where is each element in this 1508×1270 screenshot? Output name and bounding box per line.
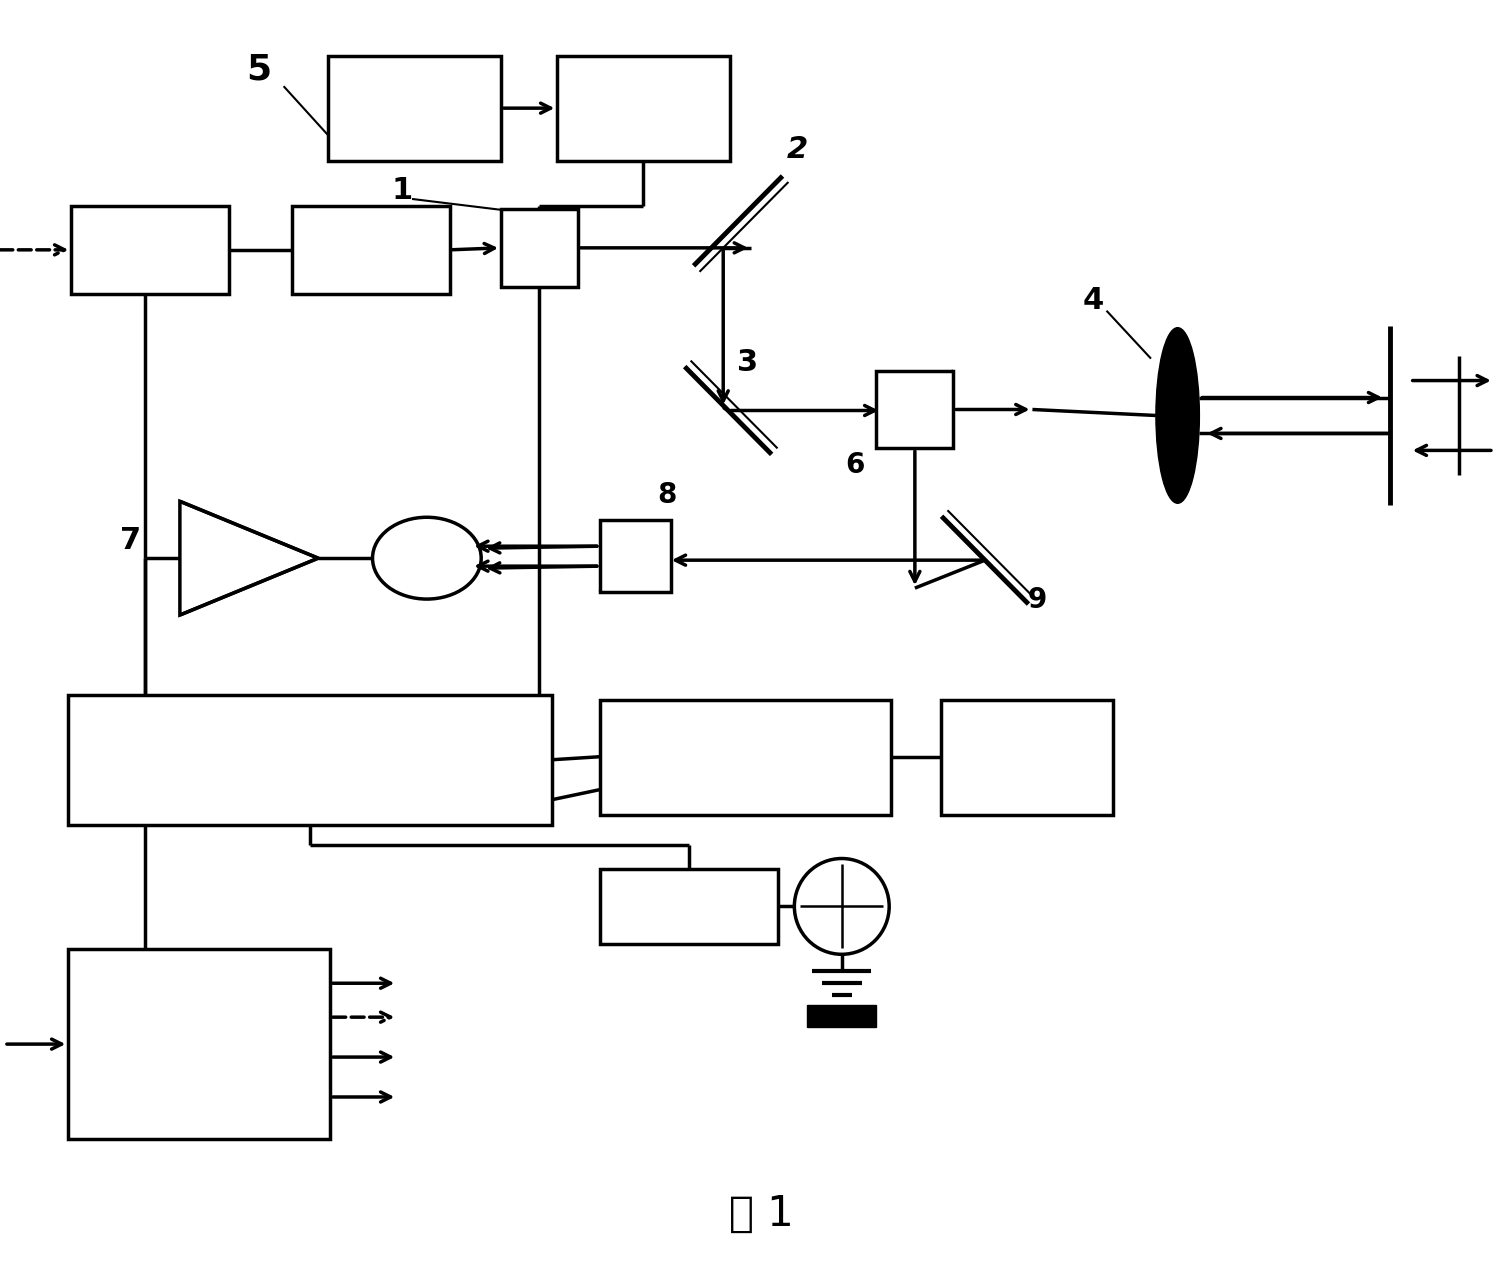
Bar [291,206,449,293]
Text: 8: 8 [657,481,677,509]
Bar [501,210,578,287]
Bar [68,949,330,1139]
Bar [329,56,501,161]
Text: 2: 2 [787,135,808,164]
Text: 5: 5 [246,52,271,86]
Bar [600,870,778,945]
Text: 3: 3 [737,348,759,377]
Bar [807,1005,876,1027]
Text: 1: 1 [392,177,413,206]
Text: 7: 7 [121,526,142,555]
Text: 9: 9 [1028,585,1047,615]
Bar [68,695,552,824]
Bar [71,206,229,293]
Bar [600,521,671,592]
Bar [876,371,953,448]
Text: 图 1: 图 1 [730,1193,795,1234]
Bar [600,700,891,814]
Bar [941,700,1113,814]
Ellipse shape [1157,328,1199,503]
Bar [558,56,730,161]
Text: 6: 6 [844,451,864,479]
Text: 4: 4 [1083,286,1104,315]
